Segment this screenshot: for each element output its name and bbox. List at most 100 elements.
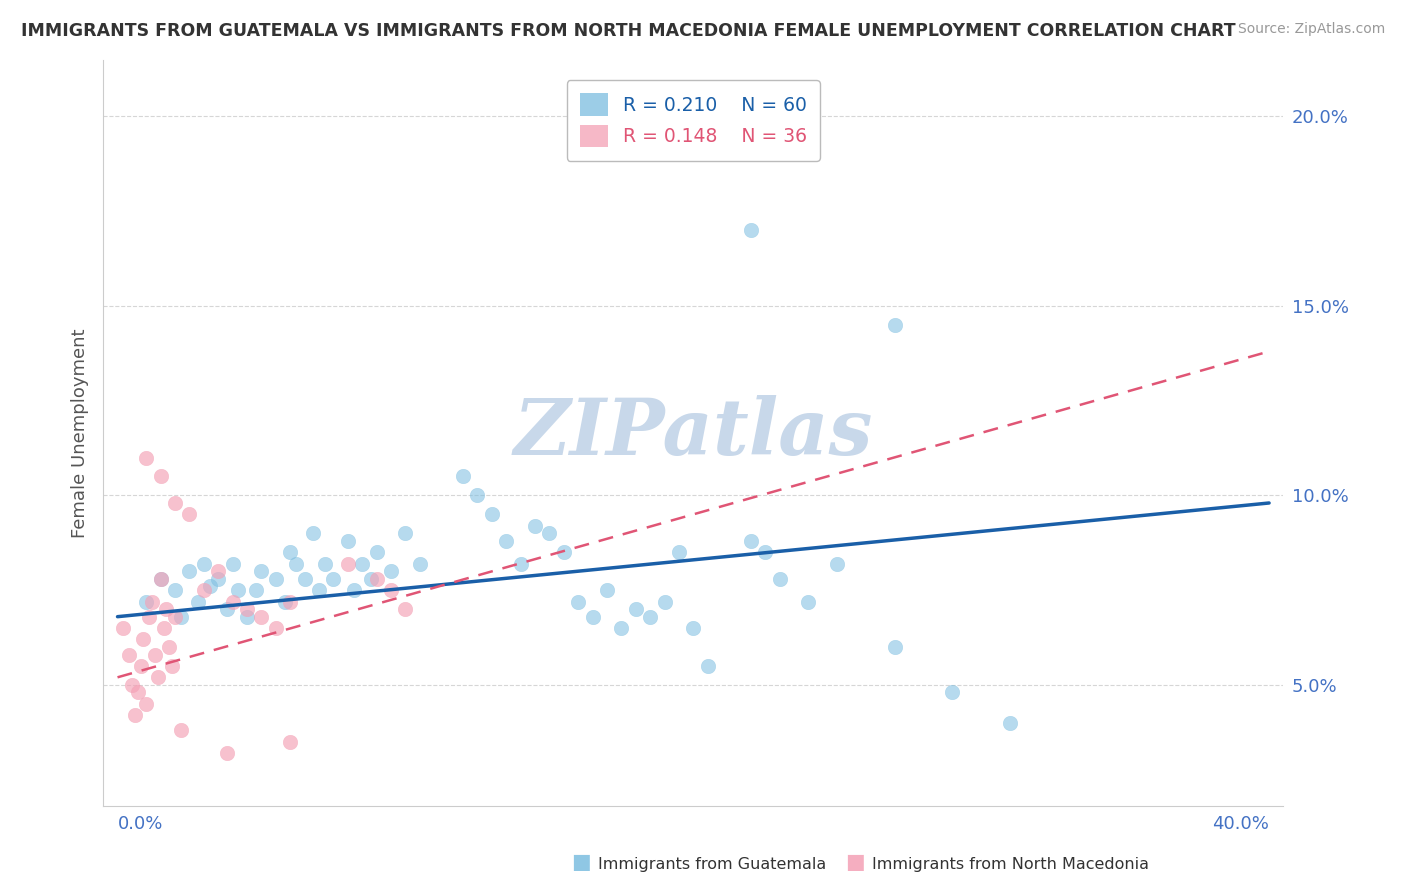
Point [198, 579, 221, 593]
Point [155, 602, 177, 616]
Point [207, 564, 229, 578]
Point [380, 583, 402, 598]
Point [143, 648, 166, 662]
Point [314, 557, 336, 571]
Point [135, 594, 157, 608]
Point [941, 685, 963, 699]
Legend: R = 0.210    N = 60, R = 0.148    N = 36: R = 0.210 N = 60, R = 0.148 N = 36 [567, 80, 820, 161]
Point [380, 564, 402, 578]
Text: Immigrants from North Macedonia: Immigrants from North Macedonia [872, 857, 1149, 872]
Point [696, 659, 718, 673]
Point [610, 621, 633, 635]
Point [638, 609, 661, 624]
Point [215, 746, 238, 760]
Text: 40.0%: 40.0% [1212, 815, 1270, 833]
Point [127, 685, 149, 699]
Text: ■: ■ [571, 853, 591, 872]
Text: Immigrants from Guatemala: Immigrants from Guatemala [598, 857, 825, 872]
Point [157, 640, 180, 654]
Point [135, 450, 157, 465]
Point [278, 545, 301, 559]
Point [264, 572, 287, 586]
Point [394, 602, 416, 616]
Y-axis label: Female Unemployment: Female Unemployment [72, 328, 89, 538]
Point [193, 557, 215, 571]
Point [682, 621, 704, 635]
Point [302, 526, 325, 541]
Point [654, 594, 676, 608]
Text: 0.0%: 0.0% [118, 815, 163, 833]
Point [193, 583, 215, 598]
Point [394, 526, 416, 541]
Point [769, 572, 792, 586]
Point [409, 557, 432, 571]
Text: ZIPatlas: ZIPatlas [513, 394, 873, 471]
Point [481, 508, 503, 522]
Point [336, 533, 359, 548]
Point [360, 572, 382, 586]
Point [118, 648, 141, 662]
Point [187, 594, 209, 608]
Point [149, 572, 172, 586]
Point [129, 659, 152, 673]
Point [825, 557, 848, 571]
Point [228, 583, 250, 598]
Point [352, 557, 374, 571]
Point [245, 583, 267, 598]
Point [165, 583, 187, 598]
Point [179, 564, 201, 578]
Point [581, 609, 603, 624]
Point [149, 572, 172, 586]
Point [207, 572, 229, 586]
Point [170, 723, 193, 738]
Point [294, 572, 316, 586]
Point [308, 583, 330, 598]
Point [124, 708, 146, 723]
Point [495, 533, 517, 548]
Point [170, 609, 193, 624]
Point [883, 640, 905, 654]
Point [342, 583, 364, 598]
Point [236, 609, 259, 624]
Point [366, 572, 388, 586]
Point [278, 594, 301, 608]
Point [668, 545, 690, 559]
Point [883, 318, 905, 332]
Point [165, 609, 187, 624]
Point [221, 594, 243, 608]
Point [141, 594, 163, 608]
Point [509, 557, 531, 571]
Point [624, 602, 647, 616]
Point [740, 533, 762, 548]
Point [250, 564, 273, 578]
Point [160, 659, 183, 673]
Point [138, 609, 160, 624]
Point [336, 557, 359, 571]
Point [553, 545, 575, 559]
Point [467, 488, 489, 502]
Point [366, 545, 388, 559]
Text: Source: ZipAtlas.com: Source: ZipAtlas.com [1237, 22, 1385, 37]
Point [149, 469, 172, 483]
Point [797, 594, 820, 608]
Point [215, 602, 238, 616]
Text: IMMIGRANTS FROM GUATEMALA VS IMMIGRANTS FROM NORTH MACEDONIA FEMALE UNEMPLOYMENT: IMMIGRANTS FROM GUATEMALA VS IMMIGRANTS … [21, 22, 1236, 40]
Point [998, 715, 1021, 730]
Point [285, 557, 308, 571]
Point [451, 469, 474, 483]
Point [135, 697, 157, 711]
Text: ■: ■ [845, 853, 865, 872]
Point [273, 594, 295, 608]
Point [264, 621, 287, 635]
Point [754, 545, 776, 559]
Point [322, 572, 344, 586]
Point [278, 735, 301, 749]
Point [740, 223, 762, 237]
Point [152, 621, 174, 635]
Point [112, 621, 135, 635]
Point [567, 594, 589, 608]
Point [250, 609, 273, 624]
Point [596, 583, 619, 598]
Point [165, 496, 187, 510]
Point [121, 678, 143, 692]
